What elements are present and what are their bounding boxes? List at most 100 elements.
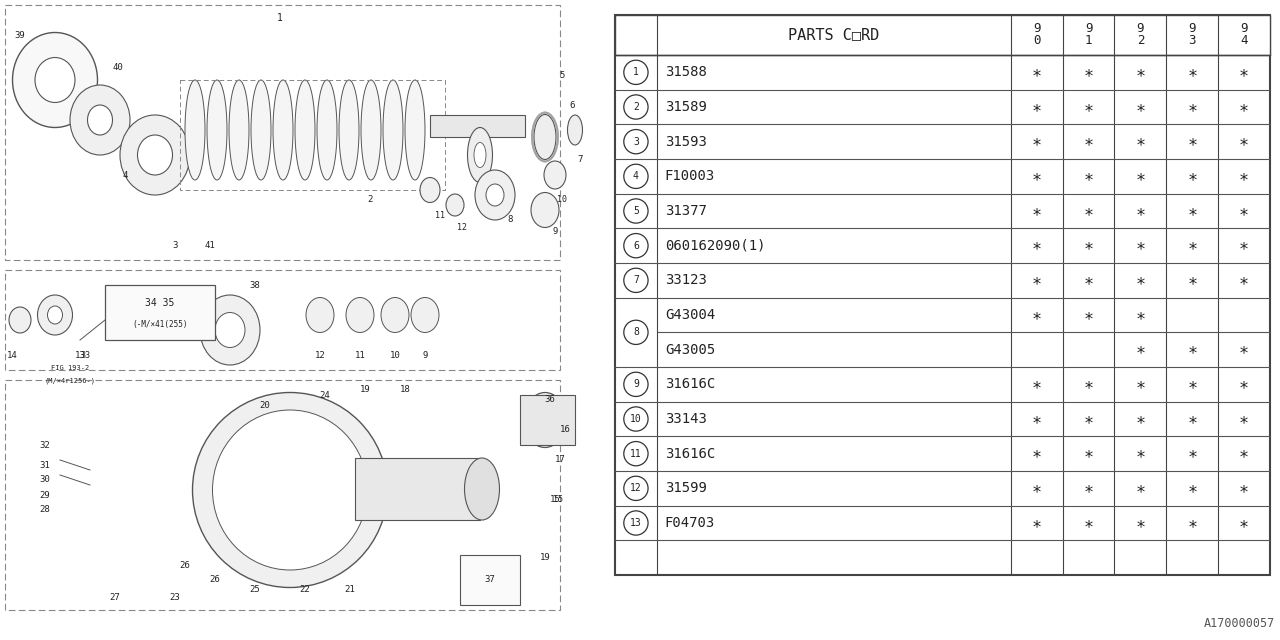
Text: FIG 193-2: FIG 193-2 bbox=[51, 365, 90, 371]
Text: ∗: ∗ bbox=[1188, 340, 1197, 358]
Ellipse shape bbox=[70, 85, 131, 155]
Ellipse shape bbox=[35, 58, 76, 102]
Text: 4: 4 bbox=[123, 170, 128, 179]
Text: ∗: ∗ bbox=[1188, 237, 1197, 255]
Text: 31: 31 bbox=[40, 461, 50, 470]
Text: ∗: ∗ bbox=[1032, 479, 1042, 497]
Ellipse shape bbox=[467, 127, 493, 182]
Text: 26: 26 bbox=[179, 561, 191, 570]
Text: 9
3: 9 3 bbox=[1189, 22, 1196, 47]
Text: 24: 24 bbox=[320, 390, 330, 399]
Text: 1: 1 bbox=[634, 67, 639, 77]
Text: A170000057: A170000057 bbox=[1203, 617, 1275, 630]
Text: ∗: ∗ bbox=[1032, 167, 1042, 186]
Text: ∗: ∗ bbox=[1239, 271, 1249, 289]
Text: 31588: 31588 bbox=[664, 65, 707, 79]
Text: ∗: ∗ bbox=[1188, 445, 1197, 463]
Ellipse shape bbox=[567, 115, 582, 145]
Text: ∗: ∗ bbox=[1032, 98, 1042, 116]
Circle shape bbox=[623, 442, 648, 466]
Ellipse shape bbox=[420, 177, 440, 202]
Text: ∗: ∗ bbox=[1188, 167, 1197, 186]
Ellipse shape bbox=[486, 184, 504, 206]
Circle shape bbox=[623, 234, 648, 258]
Ellipse shape bbox=[120, 115, 189, 195]
FancyBboxPatch shape bbox=[614, 15, 1270, 575]
Text: 9: 9 bbox=[634, 380, 639, 389]
Text: ∗: ∗ bbox=[1032, 271, 1042, 289]
Text: ∗: ∗ bbox=[1239, 514, 1249, 532]
Ellipse shape bbox=[200, 295, 260, 365]
Text: 6: 6 bbox=[570, 100, 575, 109]
Text: ∗: ∗ bbox=[1239, 167, 1249, 186]
Text: (M/×4r1256-): (M/×4r1256-) bbox=[45, 378, 96, 384]
Text: 12: 12 bbox=[630, 483, 641, 493]
FancyBboxPatch shape bbox=[614, 15, 1270, 55]
Text: 3: 3 bbox=[173, 241, 178, 250]
Text: 7: 7 bbox=[577, 156, 582, 164]
Ellipse shape bbox=[273, 80, 293, 180]
Text: 8: 8 bbox=[634, 327, 639, 337]
Text: (-M/×41(255): (-M/×41(255) bbox=[132, 321, 188, 330]
Text: 12: 12 bbox=[457, 223, 467, 232]
Text: ∗: ∗ bbox=[1032, 237, 1042, 255]
Text: 15: 15 bbox=[549, 495, 561, 504]
Text: ∗: ∗ bbox=[1135, 375, 1146, 394]
Text: ∗: ∗ bbox=[1239, 202, 1249, 220]
Text: 10: 10 bbox=[389, 351, 401, 360]
Text: 10: 10 bbox=[557, 195, 567, 205]
Text: 20: 20 bbox=[260, 401, 270, 410]
Text: 26: 26 bbox=[210, 575, 220, 584]
Text: ∗: ∗ bbox=[1135, 237, 1146, 255]
Ellipse shape bbox=[9, 307, 31, 333]
Text: 9
0: 9 0 bbox=[1033, 22, 1041, 47]
Text: 11: 11 bbox=[435, 211, 445, 220]
Text: ∗: ∗ bbox=[1084, 167, 1093, 186]
Text: PARTS C□RD: PARTS C□RD bbox=[788, 28, 879, 42]
Circle shape bbox=[623, 476, 648, 500]
Text: G43004: G43004 bbox=[664, 308, 716, 322]
Text: F04703: F04703 bbox=[664, 516, 716, 530]
Text: 12: 12 bbox=[315, 351, 325, 360]
Text: 9: 9 bbox=[422, 351, 428, 360]
FancyBboxPatch shape bbox=[430, 115, 525, 137]
Text: ∗: ∗ bbox=[1084, 237, 1093, 255]
Ellipse shape bbox=[465, 458, 499, 520]
Text: ∗: ∗ bbox=[1084, 98, 1093, 116]
Text: ∗: ∗ bbox=[1188, 271, 1197, 289]
Ellipse shape bbox=[137, 135, 173, 175]
Text: 33143: 33143 bbox=[664, 412, 707, 426]
Circle shape bbox=[623, 407, 648, 431]
Text: ∗: ∗ bbox=[1135, 306, 1146, 324]
Text: 31377: 31377 bbox=[664, 204, 707, 218]
Text: 10: 10 bbox=[630, 414, 641, 424]
Text: G43005: G43005 bbox=[664, 342, 716, 356]
Ellipse shape bbox=[383, 80, 403, 180]
Text: ∗: ∗ bbox=[1188, 514, 1197, 532]
Text: 41: 41 bbox=[205, 241, 215, 250]
Text: ∗: ∗ bbox=[1239, 237, 1249, 255]
Text: ∗: ∗ bbox=[1084, 410, 1093, 428]
Text: ∗: ∗ bbox=[1135, 63, 1146, 81]
Ellipse shape bbox=[37, 295, 73, 335]
Text: 4: 4 bbox=[634, 172, 639, 181]
Text: ∗: ∗ bbox=[1188, 98, 1197, 116]
Text: 15: 15 bbox=[553, 495, 563, 504]
Text: 1: 1 bbox=[276, 13, 283, 23]
Text: ∗: ∗ bbox=[1084, 375, 1093, 394]
Text: ∗: ∗ bbox=[1188, 202, 1197, 220]
Text: ∗: ∗ bbox=[1032, 514, 1042, 532]
Ellipse shape bbox=[404, 80, 425, 180]
Text: ∗: ∗ bbox=[1135, 98, 1146, 116]
Text: 9
1: 9 1 bbox=[1085, 22, 1092, 47]
Text: F10003: F10003 bbox=[664, 170, 716, 183]
Text: 9
2: 9 2 bbox=[1137, 22, 1144, 47]
Text: 9
4: 9 4 bbox=[1240, 22, 1248, 47]
Ellipse shape bbox=[346, 298, 374, 333]
Text: 13: 13 bbox=[630, 518, 641, 528]
Text: 37: 37 bbox=[485, 575, 495, 584]
Text: ∗: ∗ bbox=[1239, 132, 1249, 150]
Text: 2: 2 bbox=[367, 195, 372, 205]
Ellipse shape bbox=[47, 306, 63, 324]
Text: ∗: ∗ bbox=[1188, 63, 1197, 81]
